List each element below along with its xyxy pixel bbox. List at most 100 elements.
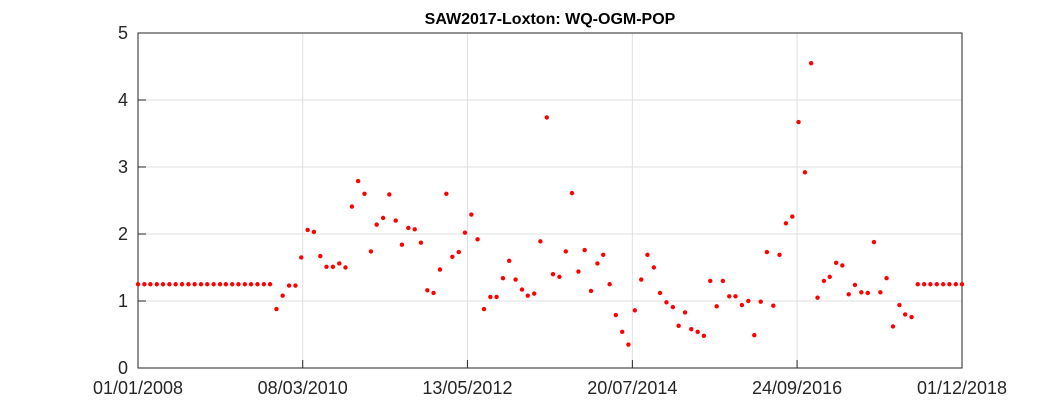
- point: [343, 265, 348, 270]
- x-tick-label: 01/01/2008: [93, 378, 183, 398]
- point: [500, 276, 506, 281]
- point: [217, 282, 223, 287]
- point: [431, 290, 436, 296]
- point: [142, 282, 147, 287]
- point: [708, 278, 713, 284]
- point: [412, 227, 417, 232]
- point: [695, 329, 700, 335]
- point: [481, 306, 487, 312]
- point: [871, 239, 877, 245]
- point: [878, 290, 883, 295]
- x-tick-label: 13/05/2012: [422, 378, 512, 398]
- x-tick-label: 20/07/2014: [587, 378, 677, 398]
- point: [399, 242, 405, 247]
- point: [437, 267, 443, 272]
- point: [425, 288, 430, 293]
- y-tick-label: 1: [118, 291, 128, 311]
- point: [846, 292, 851, 297]
- point: [815, 295, 820, 300]
- point: [620, 329, 625, 335]
- point: [550, 272, 556, 277]
- point: [897, 302, 902, 308]
- point: [746, 298, 751, 304]
- point: [682, 310, 688, 315]
- point: [909, 314, 914, 320]
- point: [393, 218, 398, 223]
- point: [299, 255, 304, 260]
- point: [211, 282, 216, 287]
- plot-area: [138, 33, 962, 368]
- point: [833, 260, 839, 266]
- point: [934, 282, 939, 287]
- point: [154, 282, 160, 287]
- point: [613, 312, 619, 318]
- point: [676, 323, 681, 328]
- point: [727, 294, 732, 299]
- point: [953, 282, 958, 287]
- point: [576, 269, 581, 274]
- point: [563, 249, 569, 254]
- point: [248, 282, 254, 287]
- point: [513, 277, 518, 282]
- point: [525, 293, 530, 298]
- point: [959, 282, 965, 287]
- point: [940, 282, 946, 287]
- point: [557, 274, 562, 280]
- point: [406, 225, 411, 231]
- point: [488, 294, 493, 300]
- point: [349, 204, 355, 209]
- point: [330, 264, 336, 270]
- point: [639, 277, 644, 282]
- point: [148, 282, 153, 287]
- point: [701, 333, 707, 339]
- y-tick-label: 2: [118, 224, 128, 244]
- point: [890, 324, 896, 329]
- point: [840, 263, 845, 268]
- point: [286, 283, 292, 288]
- y-tick-label: 5: [118, 23, 128, 43]
- x-tick-label: 24/09/2016: [752, 378, 842, 398]
- point: [569, 190, 575, 196]
- point: [167, 282, 172, 287]
- y-tick-label: 3: [118, 157, 128, 177]
- point: [588, 288, 594, 294]
- point: [601, 252, 606, 257]
- point: [519, 287, 525, 292]
- point: [739, 302, 745, 308]
- point: [186, 282, 191, 287]
- point: [355, 178, 361, 184]
- point: [777, 252, 782, 257]
- point: [531, 291, 537, 296]
- point: [324, 264, 329, 270]
- point: [242, 282, 248, 287]
- x-tick-label: 08/03/2010: [258, 378, 348, 398]
- point: [274, 306, 279, 312]
- point: [160, 282, 166, 287]
- point: [859, 290, 864, 295]
- point: [670, 304, 676, 310]
- point: [462, 230, 468, 235]
- point: [255, 282, 260, 287]
- point: [821, 278, 827, 284]
- point: [205, 282, 210, 287]
- point: [796, 119, 801, 125]
- chart-title: SAW2017-Loxton: WQ-OGM-POP: [425, 11, 676, 28]
- point: [915, 282, 920, 287]
- point: [374, 222, 379, 227]
- point: [764, 249, 770, 255]
- point: [902, 312, 908, 317]
- point: [179, 282, 185, 287]
- point: [947, 282, 952, 287]
- point: [595, 261, 600, 266]
- point: [771, 303, 776, 308]
- point: [337, 261, 342, 266]
- point: [538, 239, 543, 244]
- point: [293, 283, 298, 288]
- y-tick-label: 4: [118, 90, 128, 110]
- point: [758, 299, 763, 304]
- point: [808, 60, 814, 66]
- point: [469, 212, 474, 217]
- point: [318, 253, 323, 259]
